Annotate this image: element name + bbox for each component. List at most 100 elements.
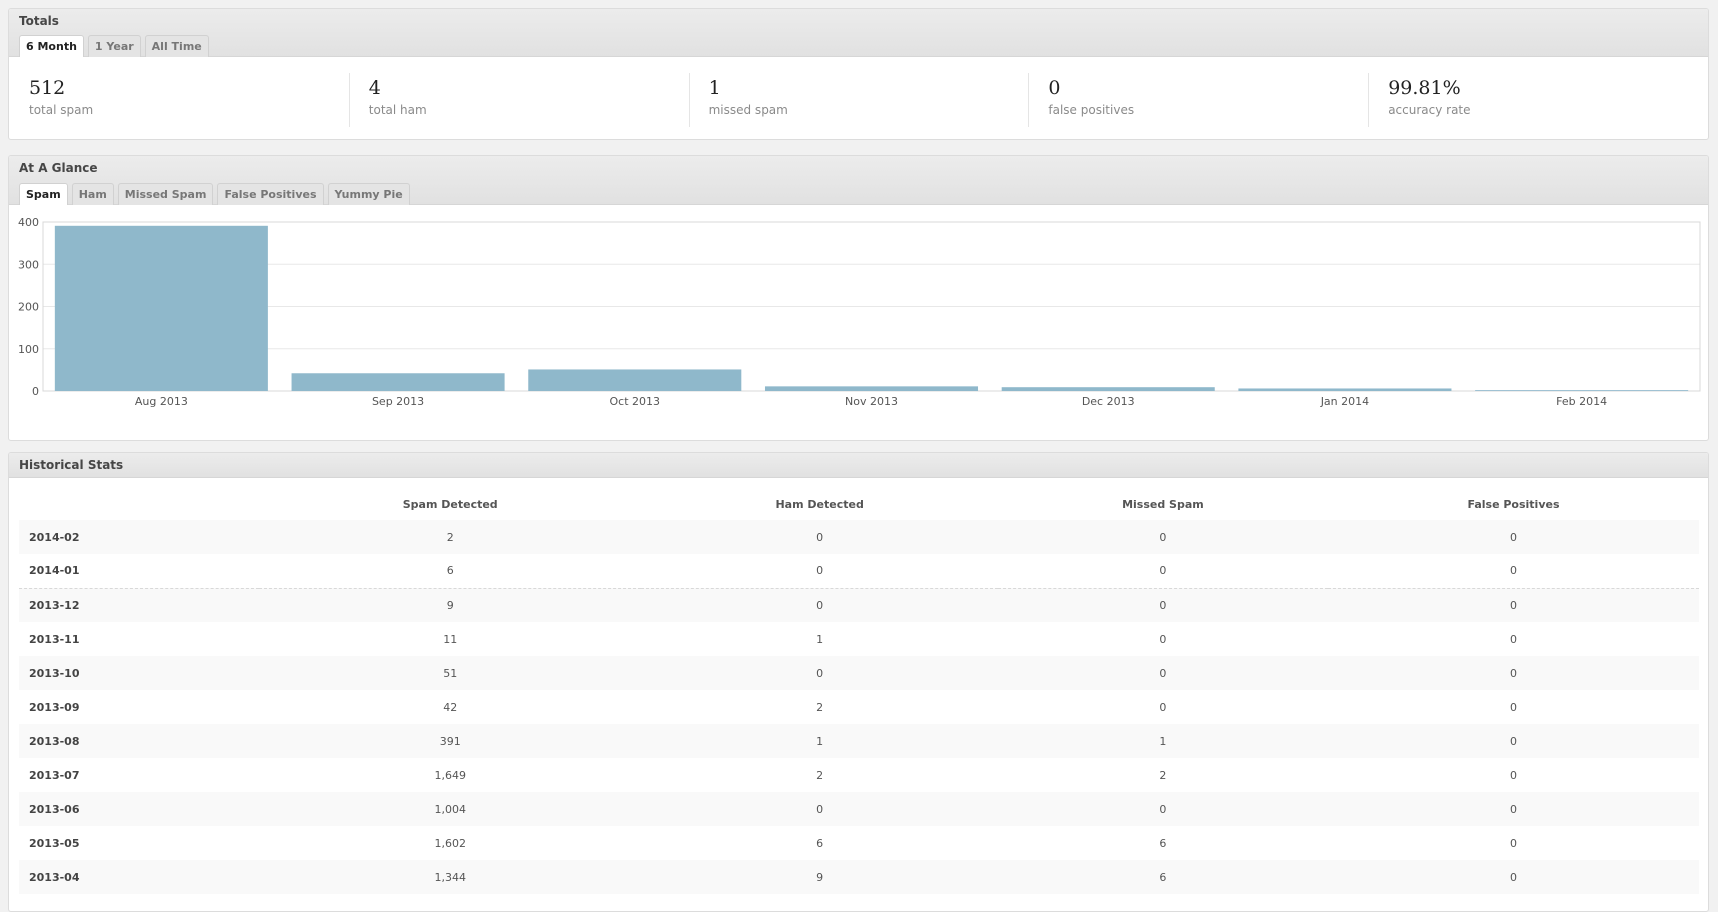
cell-ham-detected: 2 — [816, 700, 824, 714]
col-header-ham-detected: Ham Detected — [775, 497, 864, 511]
cell-missed-spam: 2 — [1159, 768, 1167, 782]
cell-false-positives: 0 — [1509, 666, 1517, 680]
totals-tabs: 6 Month 1 Year All Time — [19, 35, 209, 57]
cell-false-positives: 0 — [1509, 768, 1517, 782]
col-header-missed-spam: Missed Spam — [1122, 497, 1204, 511]
tab-1-year[interactable]: 1 Year — [87, 35, 141, 57]
stat-missed-spam: 1 missed spam — [688, 57, 1029, 139]
tab-ham[interactable]: Ham — [71, 183, 114, 205]
cell-missed-spam: 0 — [1159, 530, 1167, 544]
cell-spam-detected: 1,649 — [434, 768, 466, 782]
tab-missed-spam[interactable]: Missed Spam — [117, 183, 214, 205]
table-row: 2013-04 1,344 9 6 0 — [19, 860, 1699, 894]
tab-all-time[interactable]: All Time — [144, 35, 209, 57]
stat-value: 4 — [368, 77, 381, 99]
stat-accuracy-rate: 99.81% accuracy rate — [1368, 57, 1708, 139]
bar-feb-2014 — [1475, 390, 1689, 391]
cell-spam-detected: 1,602 — [434, 836, 466, 850]
bar-jan-2014 — [1238, 388, 1452, 391]
cell-spam-detected: 11 — [443, 632, 458, 646]
stat-total-spam: 512 total spam — [9, 57, 349, 139]
y-tick-label: 100 — [18, 343, 39, 356]
table-row: 2013-12 9 0 0 0 — [19, 588, 1699, 622]
bar-nov-2013 — [764, 386, 979, 391]
glance-title: At A Glance — [19, 161, 98, 175]
cell-missed-spam: 6 — [1159, 870, 1167, 884]
cell-missed-spam: 0 — [1159, 632, 1167, 646]
cell-false-positives: 0 — [1509, 802, 1517, 816]
tab-yummy-pie[interactable]: Yummy Pie — [327, 183, 410, 205]
table-row: 2013-08 391 1 1 0 — [19, 724, 1699, 758]
cell-false-positives: 0 — [1509, 632, 1517, 646]
cell-period: 2013-09 — [29, 700, 80, 714]
cell-period: 2013-05 — [29, 836, 80, 850]
cell-ham-detected: 0 — [816, 530, 824, 544]
stat-false-positives: 0 false positives — [1028, 57, 1368, 139]
historical-stats-panel: Historical Stats Spam Detected Ham Detec… — [8, 452, 1709, 912]
cell-ham-detected: 0 — [816, 802, 824, 816]
glance-panel: At A Glance Spam Ham Missed Spam False P… — [8, 155, 1709, 441]
cell-ham-detected: 6 — [816, 836, 824, 850]
stat-label: accuracy rate — [1388, 103, 1471, 117]
table-row: 2014-01 6 0 0 0 — [19, 554, 1699, 589]
x-tick-label: Sep 2013 — [372, 395, 424, 408]
cell-spam-detected: 2 — [446, 530, 454, 544]
cell-false-positives: 0 — [1509, 700, 1517, 714]
tab-6-month[interactable]: 6 Month — [19, 35, 84, 57]
cell-ham-detected: 9 — [816, 870, 824, 884]
cell-period: 2013-06 — [29, 802, 80, 816]
cell-ham-detected: 0 — [641, 554, 998, 589]
x-tick-label: Jan 2014 — [1320, 395, 1369, 408]
history-title: Historical Stats — [19, 458, 124, 472]
glance-header: At A Glance Spam Ham Missed Spam False P… — [9, 156, 1708, 205]
cell-missed-spam: 0 — [1159, 802, 1167, 816]
totals-panel: Totals 6 Month 1 Year All Time 512 total… — [8, 8, 1709, 140]
stat-label: missed spam — [708, 103, 788, 117]
stat-label: total spam — [29, 103, 94, 117]
stat-value: 99.81% — [1388, 77, 1461, 99]
history-header: Historical Stats — [9, 453, 1708, 478]
cell-spam-detected: 1,004 — [434, 802, 466, 816]
cell-spam-detected: 6 — [259, 554, 642, 589]
stat-value: 512 — [29, 77, 66, 99]
stat-value: 1 — [708, 77, 721, 99]
cell-missed-spam: 0 — [1159, 700, 1167, 714]
cell-period: 2013-11 — [29, 632, 80, 646]
cell-period: 2013-04 — [29, 870, 80, 884]
stat-value: 0 — [1048, 77, 1061, 99]
cell-period: 2014-01 — [19, 554, 259, 589]
cell-period: 2013-12 — [29, 598, 80, 612]
table-row: 2013-09 42 2 0 0 — [19, 690, 1699, 724]
y-tick-label: 0 — [32, 385, 39, 398]
cell-spam-detected: 9 — [446, 598, 454, 612]
historical-stats-table: Spam Detected Ham Detected Missed Spam F… — [19, 488, 1699, 894]
x-tick-label: Dec 2013 — [1082, 395, 1135, 408]
cell-spam-detected: 51 — [443, 666, 458, 680]
table-body: 2014-02 2 0 0 0 2014-01 6 0 0 0 2013-12 9 0 0 0 2013-11… — [19, 520, 1699, 894]
table-row: 2013-10 51 0 0 0 — [19, 656, 1699, 690]
cell-missed-spam: 0 — [1159, 598, 1167, 612]
glance-tabs: Spam Ham Missed Spam False Positives Yum… — [19, 183, 410, 205]
table-row: 2013-11 11 1 0 0 — [19, 622, 1699, 656]
stat-label: total ham — [368, 103, 427, 117]
bar-aug-2013 — [54, 225, 268, 391]
tab-spam[interactable]: Spam — [19, 183, 68, 205]
totals-title: Totals — [19, 14, 59, 28]
bar-sep-2013 — [291, 373, 505, 391]
cell-period: 2013-08 — [29, 734, 80, 748]
spam-bar-chart: 0 100 200 300 400 Aug 2013 Sep 2013 Oct 2013 Nov… — [18, 216, 1701, 408]
stat-label: false positives — [1048, 103, 1135, 117]
cell-false-positives: 0 — [1509, 836, 1517, 850]
col-header-false-positives: False Positives — [1467, 497, 1560, 511]
totals-header: Totals 6 Month 1 Year All Time — [9, 9, 1708, 57]
x-tick-label: Nov 2013 — [845, 395, 898, 408]
cell-false-positives: 0 — [1509, 734, 1517, 748]
cell-missed-spam: 0 — [1159, 666, 1167, 680]
col-header-spam-detected: Spam Detected — [402, 497, 498, 511]
cell-spam-detected: 391 — [439, 734, 461, 748]
tab-false-positives[interactable]: False Positives — [217, 183, 324, 205]
cell-false-positives: 0 — [1509, 598, 1517, 612]
cell-missed-spam: 6 — [1159, 836, 1167, 850]
table-row: 2014-02 2 0 0 0 — [19, 520, 1699, 554]
cell-ham-detected: 1 — [816, 632, 824, 646]
